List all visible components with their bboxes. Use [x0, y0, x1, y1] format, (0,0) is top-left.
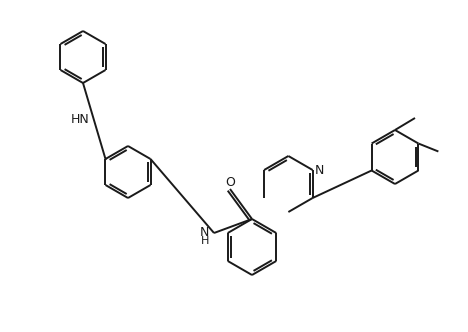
- Text: HN: HN: [71, 113, 89, 125]
- Text: N: N: [314, 163, 324, 177]
- Text: O: O: [225, 176, 235, 189]
- Text: N: N: [200, 225, 209, 238]
- Text: H: H: [201, 236, 209, 246]
